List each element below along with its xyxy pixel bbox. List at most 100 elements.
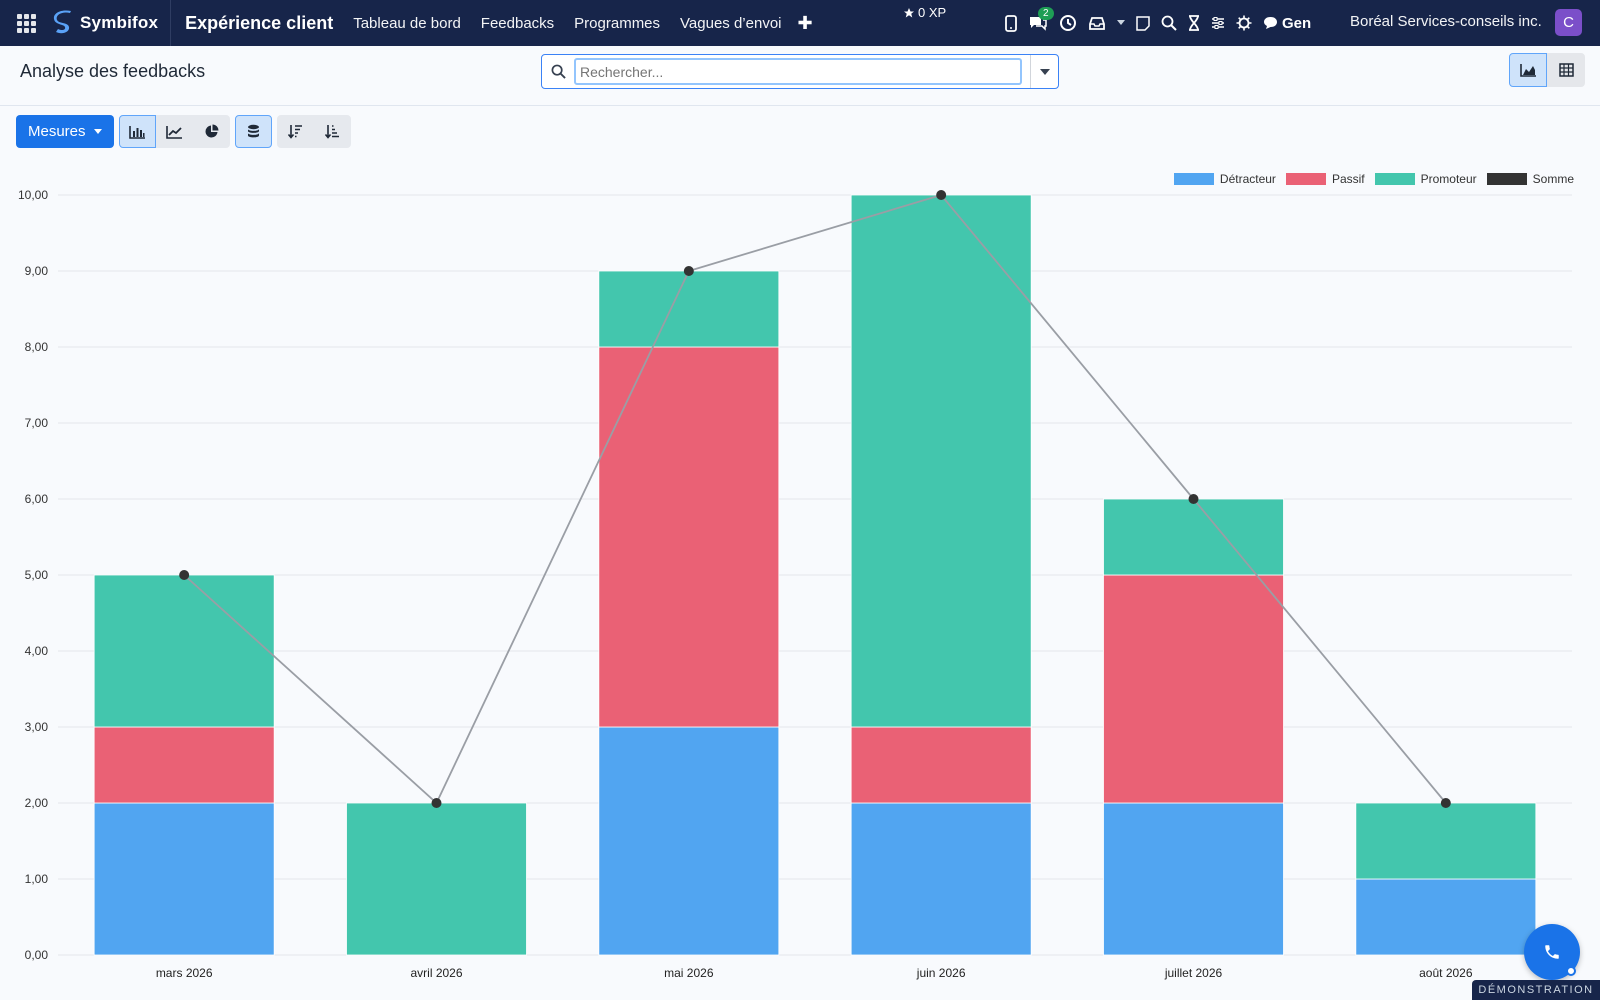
y-tick-label: 0,00 bbox=[25, 948, 49, 962]
graph-toolbar: Mesures bbox=[16, 115, 356, 148]
nav-item-programmes[interactable]: Programmes bbox=[574, 14, 661, 32]
note-icon[interactable] bbox=[1136, 15, 1150, 31]
legend-label: Promoteur bbox=[1420, 172, 1477, 186]
clock-icon[interactable] bbox=[1059, 14, 1077, 32]
x-tick-label: juin 2026 bbox=[916, 966, 966, 980]
line-chart-icon bbox=[165, 125, 182, 139]
legend-swatch bbox=[1374, 173, 1415, 185]
sum-point[interactable] bbox=[683, 266, 694, 276]
bar-segment[interactable] bbox=[1355, 878, 1537, 956]
bar-segment[interactable] bbox=[1355, 802, 1537, 880]
bar-chart-icon bbox=[128, 125, 145, 139]
bar-segment[interactable] bbox=[1103, 574, 1284, 804]
bar-segment[interactable] bbox=[93, 802, 275, 956]
sort-group bbox=[276, 115, 351, 148]
bar-segment[interactable] bbox=[850, 802, 1032, 956]
nav-item-tableau-de-bord[interactable]: Tableau de bord bbox=[353, 14, 461, 32]
search-input[interactable] bbox=[574, 58, 1022, 85]
area-chart-icon bbox=[1519, 64, 1536, 77]
sort-ascending-icon bbox=[324, 125, 339, 139]
legend-label: Passif bbox=[1331, 172, 1365, 186]
stacked-toggle-button[interactable] bbox=[234, 115, 272, 148]
legend-item[interactable]: Passif bbox=[1285, 172, 1365, 186]
y-tick-label: 2,00 bbox=[25, 796, 49, 810]
y-tick-label: 5,00 bbox=[25, 568, 49, 582]
database-stack-icon bbox=[247, 124, 259, 138]
add-menu-icon[interactable]: ✚ bbox=[797, 12, 813, 33]
legend-item[interactable]: Détracteur bbox=[1173, 172, 1276, 186]
table-icon bbox=[1558, 63, 1574, 77]
caret-down-icon[interactable] bbox=[1117, 20, 1125, 26]
pie-chart-button[interactable] bbox=[192, 115, 230, 148]
phone-icon bbox=[1545, 945, 1559, 959]
chat-icon bbox=[1030, 16, 1047, 31]
ai-chat-button[interactable]: Gen bbox=[1263, 15, 1311, 32]
y-tick-label: 3,00 bbox=[25, 720, 49, 734]
top-navbar: Symbifox Expérience client Tableau de bo… bbox=[0, 0, 1600, 46]
app-title[interactable]: Expérience client bbox=[185, 12, 334, 33]
pie-chart-icon bbox=[205, 124, 219, 138]
legend-item[interactable]: Somme bbox=[1486, 172, 1574, 186]
y-tick-label: 6,00 bbox=[25, 492, 49, 506]
brand-name: Symbifox bbox=[80, 13, 159, 32]
caret-down-icon bbox=[1039, 68, 1050, 75]
search-options-toggle[interactable] bbox=[1030, 55, 1058, 88]
status-dot bbox=[1566, 966, 1576, 976]
nav-item-feedbacks[interactable]: Feedbacks bbox=[480, 14, 555, 32]
nav-item-vagues-envoi[interactable]: Vagues d’envoi bbox=[680, 14, 782, 32]
legend-label: Détracteur bbox=[1219, 172, 1276, 186]
bar-segment[interactable] bbox=[1103, 498, 1284, 576]
sliders-icon[interactable] bbox=[1211, 16, 1225, 30]
x-tick-label: juillet 2026 bbox=[1164, 966, 1223, 980]
brand-logo[interactable]: Symbifox bbox=[52, 0, 172, 46]
sum-point[interactable] bbox=[1188, 494, 1199, 504]
bar-segment[interactable] bbox=[598, 726, 780, 956]
sort-descending-button[interactable] bbox=[276, 115, 314, 148]
view-switcher bbox=[1509, 53, 1585, 87]
hourglass-icon[interactable] bbox=[1188, 15, 1200, 31]
header-divider bbox=[0, 105, 1600, 106]
bar-segment[interactable] bbox=[346, 802, 527, 956]
legend-swatch bbox=[1173, 173, 1214, 185]
sum-point[interactable] bbox=[431, 798, 442, 808]
search-icon bbox=[542, 64, 574, 79]
bar-segment[interactable] bbox=[598, 270, 780, 348]
line-chart-button[interactable] bbox=[155, 115, 193, 148]
sort-ascending-button[interactable] bbox=[313, 115, 351, 148]
systray: 2 Gen bbox=[1005, 0, 1311, 46]
measures-dropdown[interactable]: Mesures bbox=[16, 115, 114, 148]
y-tick-label: 10,00 bbox=[18, 188, 48, 202]
chart-type-group bbox=[118, 115, 230, 148]
x-tick-label: mars 2026 bbox=[156, 966, 213, 980]
legend-item[interactable]: Promoteur bbox=[1374, 172, 1477, 186]
bar-segment[interactable] bbox=[850, 726, 1032, 804]
bar-segment[interactable] bbox=[93, 726, 275, 804]
sum-point[interactable] bbox=[179, 570, 190, 580]
settings-gear-icon[interactable] bbox=[1236, 15, 1252, 31]
bar-segment[interactable] bbox=[1103, 802, 1284, 956]
x-tick-label: août 2026 bbox=[1419, 966, 1473, 980]
company-switcher[interactable]: Boréal Services-conseils inc. bbox=[1350, 13, 1542, 30]
messages-button[interactable]: 2 bbox=[1028, 6, 1054, 32]
bar-segment[interactable] bbox=[93, 574, 275, 728]
x-tick-label: mai 2026 bbox=[664, 966, 714, 980]
pivot-view-button[interactable] bbox=[1547, 53, 1585, 87]
sum-point[interactable] bbox=[1440, 798, 1451, 808]
chart-legend: Détracteur Passif Promoteur Somme bbox=[1173, 172, 1574, 186]
graph-view-button[interactable] bbox=[1509, 53, 1547, 87]
legend-label: Somme bbox=[1532, 172, 1574, 186]
bar-segment[interactable] bbox=[598, 346, 780, 728]
search-icon[interactable] bbox=[1161, 15, 1177, 31]
speech-bubble-icon bbox=[1264, 17, 1277, 29]
caret-down-icon bbox=[93, 129, 102, 134]
app-menu-button[interactable] bbox=[0, 0, 52, 46]
xp-counter[interactable]: 0 XP bbox=[903, 5, 946, 20]
user-avatar[interactable]: C bbox=[1555, 9, 1582, 36]
y-tick-label: 9,00 bbox=[25, 264, 49, 278]
y-tick-label: 7,00 bbox=[25, 416, 49, 430]
mobile-icon[interactable] bbox=[1005, 14, 1017, 32]
bar-segment[interactable] bbox=[850, 194, 1032, 728]
sum-point[interactable] bbox=[936, 190, 947, 200]
inbox-icon[interactable] bbox=[1088, 15, 1106, 31]
bar-chart-button[interactable] bbox=[118, 115, 156, 148]
